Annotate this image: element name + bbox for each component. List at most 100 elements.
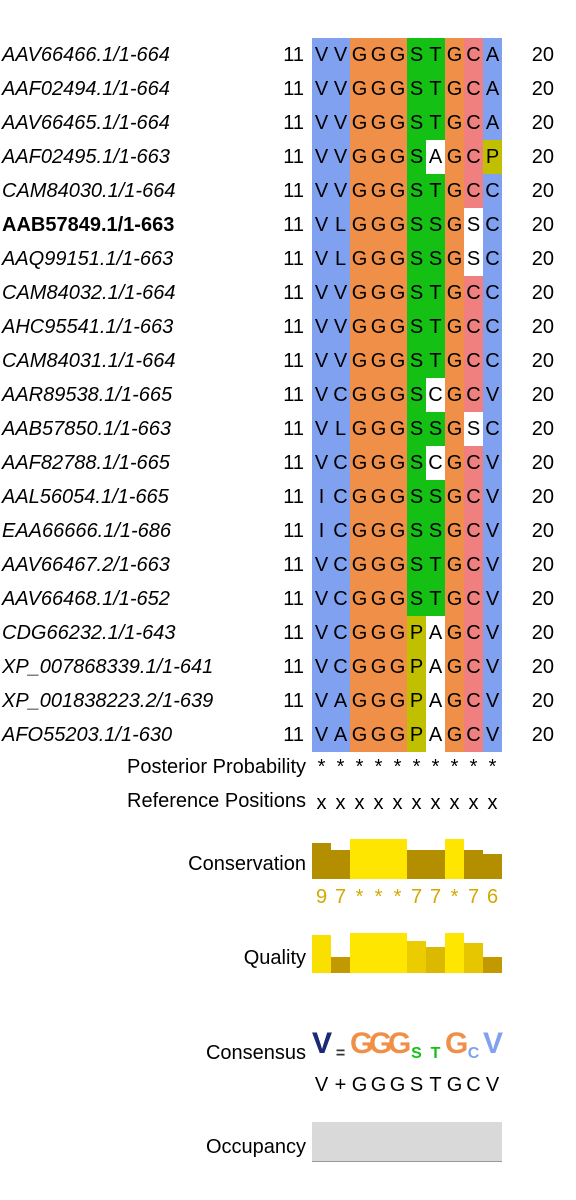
residue-cell[interactable]: P xyxy=(483,140,502,174)
sequence-name[interactable]: AAB57849.1/1-663 xyxy=(2,214,175,236)
residue-cell[interactable]: C xyxy=(483,276,502,310)
residue-cell[interactable]: G xyxy=(350,718,369,752)
residue-cell[interactable]: G xyxy=(388,38,407,72)
sequence-name[interactable]: AAV66467.2/1-663 xyxy=(2,554,170,576)
residue-cell[interactable]: C xyxy=(464,650,483,684)
residue-cell[interactable]: V xyxy=(483,718,502,752)
residue-cell[interactable]: G xyxy=(445,446,464,480)
residue-cell[interactable]: C xyxy=(428,384,443,406)
residue-cell[interactable]: S xyxy=(407,174,426,208)
residue-cell[interactable]: G xyxy=(445,718,464,752)
residue-cell[interactable]: G xyxy=(388,650,407,684)
residue-cell[interactable]: G xyxy=(350,412,369,446)
residue-cell[interactable]: G xyxy=(350,310,369,344)
residue-cell[interactable]: C xyxy=(483,242,502,276)
residue-cell[interactable]: V xyxy=(312,106,331,140)
residue-cell[interactable]: G xyxy=(445,616,464,650)
residue-cell[interactable]: V xyxy=(312,208,331,242)
residue-cell[interactable]: C xyxy=(331,616,350,650)
sequence-name[interactable]: AAQ99151.1/1-663 xyxy=(2,248,174,270)
residue-cell[interactable]: A xyxy=(428,656,443,678)
residue-cell[interactable]: V xyxy=(312,412,331,446)
residue-cell[interactable]: T xyxy=(426,174,445,208)
residue-cell[interactable]: S xyxy=(407,514,426,548)
residue-cell[interactable]: G xyxy=(350,378,369,412)
residue-cell[interactable]: A xyxy=(428,622,443,644)
residue-cell[interactable]: G xyxy=(388,208,407,242)
residue-cell[interactable]: V xyxy=(483,378,502,412)
residue-cell[interactable]: V xyxy=(483,514,502,548)
sequence-name[interactable]: AHC95541.1/1-663 xyxy=(2,316,174,338)
residue-cell[interactable]: G xyxy=(388,310,407,344)
residue-cell[interactable]: G xyxy=(369,480,388,514)
residue-cell[interactable]: G xyxy=(369,378,388,412)
residue-cell[interactable]: G xyxy=(445,650,464,684)
residue-cell[interactable]: G xyxy=(350,140,369,174)
residue-cell[interactable]: G xyxy=(445,582,464,616)
residue-cell[interactable]: C xyxy=(464,616,483,650)
residue-cell[interactable]: G xyxy=(388,480,407,514)
residue-cell[interactable]: V xyxy=(483,650,502,684)
residue-cell[interactable]: V xyxy=(312,38,331,72)
residue-cell[interactable]: L xyxy=(331,412,350,446)
residue-cell[interactable]: C xyxy=(483,412,502,446)
residue-cell[interactable]: V xyxy=(331,106,350,140)
residue-cell[interactable]: V xyxy=(312,650,331,684)
residue-cell[interactable]: S xyxy=(407,106,426,140)
residue-cell[interactable]: C xyxy=(464,480,483,514)
residue-cell[interactable]: I xyxy=(312,480,331,514)
residue-cell[interactable]: C xyxy=(464,582,483,616)
sequence-name[interactable]: XP_007868339.1/1-641 xyxy=(2,656,214,678)
residue-cell[interactable]: P xyxy=(407,718,426,752)
residue-cell[interactable]: G xyxy=(445,412,464,446)
residue-cell[interactable]: V xyxy=(312,446,331,480)
residue-cell[interactable]: G xyxy=(369,616,388,650)
residue-cell[interactable]: I xyxy=(312,514,331,548)
residue-cell[interactable]: S xyxy=(426,208,445,242)
residue-cell[interactable]: C xyxy=(464,514,483,548)
residue-cell[interactable]: C xyxy=(483,344,502,378)
residue-cell[interactable]: A xyxy=(483,72,502,106)
residue-cell[interactable]: G xyxy=(369,174,388,208)
residue-cell[interactable]: V xyxy=(312,548,331,582)
residue-cell[interactable]: G xyxy=(388,174,407,208)
residue-cell[interactable]: C xyxy=(464,718,483,752)
residue-cell[interactable]: C xyxy=(464,378,483,412)
residue-cell[interactable]: V xyxy=(312,718,331,752)
residue-cell[interactable]: G xyxy=(445,140,464,174)
residue-cell[interactable]: V xyxy=(483,616,502,650)
residue-cell[interactable]: C xyxy=(464,446,483,480)
residue-cell[interactable]: G xyxy=(445,548,464,582)
residue-cell[interactable]: L xyxy=(331,208,350,242)
residue-cell[interactable]: S xyxy=(407,72,426,106)
sequence-name[interactable]: AAR89538.1/1-665 xyxy=(2,384,173,406)
residue-cell[interactable]: G xyxy=(350,242,369,276)
residue-cell[interactable]: G xyxy=(445,310,464,344)
residue-cell[interactable]: G xyxy=(350,548,369,582)
residue-cell[interactable]: S xyxy=(407,548,426,582)
sequence-name[interactable]: AAV66465.1/1-664 xyxy=(2,112,170,134)
residue-cell[interactable]: G xyxy=(445,480,464,514)
residue-cell[interactable]: V xyxy=(312,140,331,174)
residue-cell[interactable]: S xyxy=(426,242,445,276)
residue-cell[interactable]: V xyxy=(312,378,331,412)
residue-cell[interactable]: A xyxy=(428,146,443,168)
residue-cell[interactable]: G xyxy=(445,72,464,106)
residue-cell[interactable]: G xyxy=(445,276,464,310)
residue-cell[interactable]: G xyxy=(388,140,407,174)
residue-cell[interactable]: A xyxy=(483,106,502,140)
residue-cell[interactable]: G xyxy=(388,106,407,140)
residue-cell[interactable]: T xyxy=(426,276,445,310)
residue-cell[interactable]: C xyxy=(464,684,483,718)
residue-cell[interactable]: C xyxy=(331,582,350,616)
residue-cell[interactable]: G xyxy=(388,616,407,650)
residue-cell[interactable]: A xyxy=(331,684,350,718)
sequence-name[interactable]: AAF02495.1/1-663 xyxy=(2,146,170,168)
residue-cell[interactable]: G xyxy=(445,378,464,412)
residue-cell[interactable]: G xyxy=(388,276,407,310)
residue-cell[interactable]: G xyxy=(369,582,388,616)
residue-cell[interactable]: V xyxy=(331,38,350,72)
residue-cell[interactable]: G xyxy=(369,684,388,718)
residue-cell[interactable]: S xyxy=(407,242,426,276)
residue-cell[interactable]: C xyxy=(483,310,502,344)
